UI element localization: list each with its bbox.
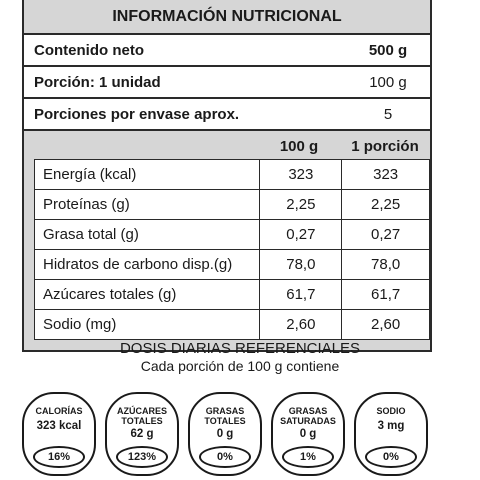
serving-row: Porción: 1 unidad 100 g	[24, 67, 430, 99]
column-header-100g: 100 g	[279, 138, 319, 155]
badge-percent: 0%	[199, 446, 251, 468]
badge-value: 62 g	[130, 428, 154, 440]
net-content-value: 500 g	[368, 41, 408, 59]
nutrient-value-portion: 323	[342, 160, 431, 190]
nutrient-table-area: 100 g 1 porción Energía (kcal) 323 323 P…	[24, 131, 431, 350]
serving-label: Porción: 1 unidad	[34, 73, 161, 91]
panel-title: INFORMACIÓN NUTRICIONAL	[24, 0, 430, 35]
front-label-badges: CALORÍAS 323 kcal 16% AZÚCARES TOTALES 6…	[22, 392, 428, 476]
nutrient-name: Sodio (mg)	[35, 310, 261, 340]
nutrient-name: Azúcares totales (g)	[35, 280, 261, 310]
serving-value: 100 g	[369, 73, 407, 91]
nutrient-name: Proteínas (g)	[35, 190, 261, 220]
badge-label: GRASAS SATURADAS	[280, 406, 336, 426]
badge-label: CALORÍAS	[35, 406, 83, 416]
nutrient-value-portion: 2,60	[342, 310, 431, 340]
nutrient-value-portion: 78,0	[342, 250, 431, 280]
nutrient-value-portion: 0,27	[342, 220, 431, 250]
nutrient-value-100g: 323	[260, 160, 343, 190]
badge-percent: 16%	[33, 446, 85, 468]
badge-value: 0 g	[216, 428, 234, 440]
badge-percent: 123%	[116, 446, 168, 468]
net-content-row: Contenido neto 500 g	[24, 35, 430, 67]
total-fat-badge: GRASAS TOTALES 0 g 0%	[188, 392, 262, 476]
nutrient-grid: Energía (kcal) 323 323 Proteínas (g) 2,2…	[34, 159, 431, 340]
badge-percent: 1%	[282, 446, 334, 468]
table-row: Azúcares totales (g) 61,7 61,7	[35, 280, 431, 310]
badge-value: 323 kcal	[36, 420, 82, 432]
nutrient-value-100g: 78,0	[260, 250, 343, 280]
table-row: Hidratos de carbono disp.(g) 78,0 78,0	[35, 250, 431, 280]
column-header-portion: 1 porción	[351, 138, 419, 155]
calories-badge: CALORÍAS 323 kcal 16%	[22, 392, 96, 476]
nutrient-name: Grasa total (g)	[35, 220, 261, 250]
servings-per-container-label: Porciones por envase aprox.	[34, 105, 240, 123]
servings-per-container-value: 5	[383, 105, 393, 123]
daily-reference-title: DOSIS DIARIAS REFERENCIALES	[119, 340, 361, 357]
badge-label: AZÚCARES TOTALES	[116, 406, 167, 426]
nutrient-name: Energía (kcal)	[35, 160, 261, 190]
nutrient-value-100g: 0,27	[260, 220, 343, 250]
table-row: Grasa total (g) 0,27 0,27	[35, 220, 431, 250]
nutrient-value-portion: 2,25	[342, 190, 431, 220]
badge-label: SODIO	[376, 406, 406, 416]
servings-per-container-row: Porciones por envase aprox. 5	[24, 99, 430, 131]
badge-value: 3 mg	[377, 420, 405, 432]
table-row: Sodio (mg) 2,60 2,60	[35, 310, 431, 340]
net-content-label: Contenido neto	[34, 41, 144, 59]
badge-percent: 0%	[365, 446, 417, 468]
nutrient-value-portion: 61,7	[342, 280, 431, 310]
badge-label: GRASAS TOTALES	[204, 406, 246, 426]
nutrient-value-100g: 61,7	[260, 280, 343, 310]
nutrient-value-100g: 2,25	[260, 190, 343, 220]
nutrient-value-100g: 2,60	[260, 310, 343, 340]
sodium-badge: SODIO 3 mg 0%	[354, 392, 428, 476]
badge-value: 0 g	[299, 428, 317, 440]
nutrition-panel: INFORMACIÓN NUTRICIONAL Contenido neto 5…	[22, 0, 432, 352]
total-sugars-badge: AZÚCARES TOTALES 62 g 123%	[105, 392, 179, 476]
daily-reference-subtitle: Cada porción de 100 g contiene	[140, 358, 340, 374]
column-headers: 100 g 1 porción	[34, 131, 430, 159]
saturated-fat-badge: GRASAS SATURADAS 0 g 1%	[271, 392, 345, 476]
table-row: Proteínas (g) 2,25 2,25	[35, 190, 431, 220]
table-row: Energía (kcal) 323 323	[35, 160, 431, 190]
nutrient-name: Hidratos de carbono disp.(g)	[35, 250, 261, 280]
